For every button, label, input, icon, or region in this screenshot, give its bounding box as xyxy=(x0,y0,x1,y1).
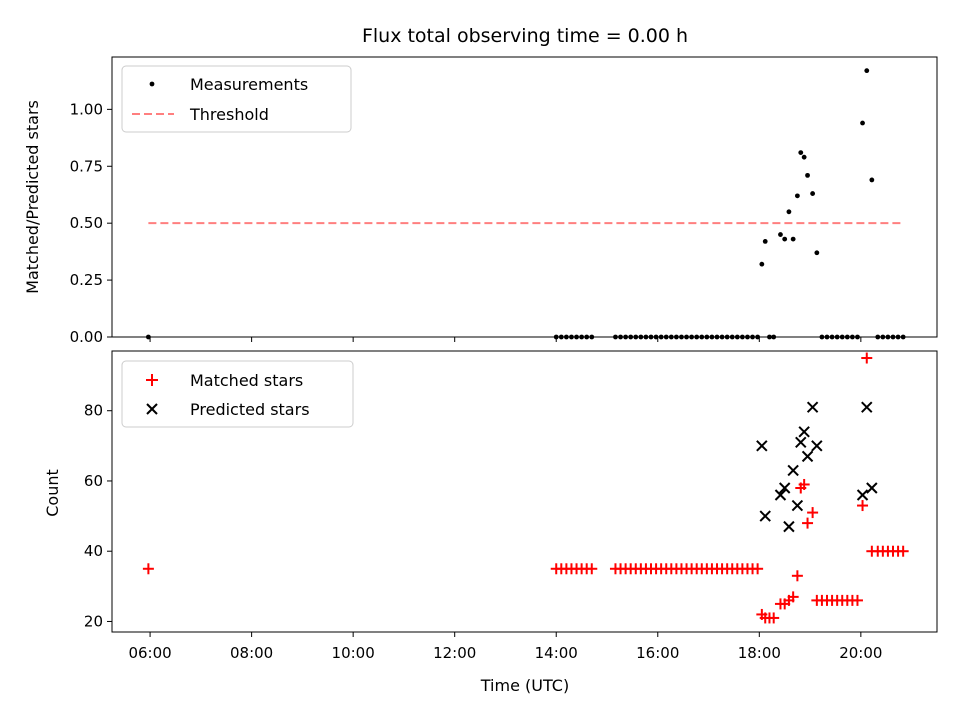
top-y-axis-label: Matched/Predicted stars xyxy=(23,100,42,294)
top-y-tick-label: 0.25 xyxy=(70,271,103,289)
bottom-legend: Matched stars Predicted stars xyxy=(121,360,354,428)
top-y-tick-label: 0.50 xyxy=(70,214,103,232)
top-legend: Measurements Threshold xyxy=(121,65,352,133)
measurement-point xyxy=(860,120,865,126)
predicted-star-point xyxy=(795,436,807,449)
bottom-y-tick-label: 80 xyxy=(84,402,103,420)
x-tick-label: 18:00 xyxy=(738,644,781,662)
predicted-star-point xyxy=(798,426,810,438)
measurement-point xyxy=(794,193,800,199)
predicted-star-point xyxy=(787,464,799,477)
bottom-y-tick-label: 40 xyxy=(84,542,103,560)
bottom-legend-box xyxy=(121,360,354,428)
measurement-point xyxy=(869,177,875,183)
legend-predicted-label: Predicted stars xyxy=(190,400,310,419)
top-y-tick-label: 0.75 xyxy=(70,157,103,175)
top-axes-frame xyxy=(111,56,938,338)
matched-star-point xyxy=(857,500,869,512)
matched-star-point xyxy=(752,563,764,575)
measurement-point xyxy=(790,236,796,242)
star-count-marks xyxy=(142,352,909,624)
bottom-y-tick-label: 20 xyxy=(84,612,103,630)
measurement-point xyxy=(786,209,792,215)
x-tick-label: 12:00 xyxy=(433,644,476,662)
predicted-star-point xyxy=(806,401,819,413)
legend-matched-label: Matched stars xyxy=(190,371,303,390)
predicted-star-point xyxy=(778,482,791,494)
measurement-point xyxy=(798,150,804,156)
measurement-point xyxy=(759,261,765,267)
predicted-star-point xyxy=(801,450,814,463)
bottom-y-ticks: 20 40 60 80 xyxy=(84,402,112,630)
legend-measurements-marker xyxy=(149,81,155,87)
measurement-point xyxy=(801,154,807,160)
x-tick-label: 06:00 xyxy=(128,644,171,662)
legend-predicted-marker xyxy=(146,403,158,415)
predicted-star-point xyxy=(866,482,878,494)
measurement-point xyxy=(782,236,788,242)
predicted-star-point xyxy=(861,401,873,413)
predicted-star-point xyxy=(759,510,771,522)
measurement-point xyxy=(864,68,870,74)
measurement-point xyxy=(805,172,810,178)
x-tick-label: 08:00 xyxy=(230,644,273,662)
measurement-point xyxy=(810,191,816,196)
x-tick-label: 16:00 xyxy=(636,644,679,662)
predicted-star-point xyxy=(811,440,823,452)
matched-star-point xyxy=(787,591,799,603)
measurement-point xyxy=(778,232,783,237)
predicted-star-point xyxy=(756,440,768,452)
top-y-tick-label: 1.00 xyxy=(70,100,103,118)
legend-threshold-label: Threshold xyxy=(189,105,269,124)
predicted-star-point xyxy=(791,499,804,512)
top-x-ticks xyxy=(149,337,862,342)
bottom-axes-frame xyxy=(111,350,938,633)
matched-star-point xyxy=(798,478,810,490)
top-legend-box xyxy=(121,65,352,133)
x-tick-label: 10:00 xyxy=(332,644,375,662)
measurement-point xyxy=(814,250,820,256)
top-y-ticks: 0.00 0.25 0.50 0.75 1.00 xyxy=(70,100,112,346)
measurement-point xyxy=(762,238,768,244)
top-y-tick-label: 0.00 xyxy=(70,328,103,346)
matched-star-point xyxy=(142,563,154,575)
matched-star-point xyxy=(586,563,598,575)
matched-star-point xyxy=(802,517,814,529)
legend-matched-marker xyxy=(146,374,158,386)
star-count-panel: 20 40 60 80 06:00 08:00 10:00 12:00 14:00 16:00 1… xyxy=(43,350,938,695)
matched-star-point xyxy=(851,594,863,606)
chart-title: Flux total observing time = 0.00 h xyxy=(362,25,688,47)
bottom-y-tick-label: 60 xyxy=(84,472,103,490)
matched-star-point xyxy=(791,570,803,582)
matched-star-point xyxy=(861,352,873,364)
predicted-star-point xyxy=(856,489,869,501)
matched-star-point xyxy=(897,545,909,557)
x-tick-label: 20:00 xyxy=(839,644,882,662)
predicted-star-point xyxy=(783,520,795,533)
bottom-x-ticks: 06:00 08:00 10:00 12:00 14:00 16:00 18:00 20:00 xyxy=(128,632,882,662)
x-axis-label: Time (UTC) xyxy=(480,676,569,695)
bottom-y-axis-label: Count xyxy=(43,469,62,517)
x-tick-label: 14:00 xyxy=(535,644,578,662)
flux-ratio-panel: Flux total observing time = 0.00 h 0.000… xyxy=(23,25,938,346)
legend-measurements-label: Measurements xyxy=(190,75,308,94)
predicted-star-point xyxy=(774,489,787,501)
matched-star-point xyxy=(807,507,819,519)
matched-star-point xyxy=(768,612,780,624)
